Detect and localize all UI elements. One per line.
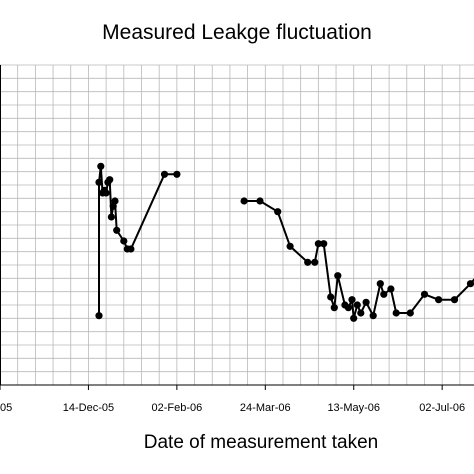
data-point [160, 170, 169, 178]
x-tick-label: 24-Mar-06 [240, 402, 291, 414]
data-point [406, 309, 414, 317]
data-point [357, 309, 365, 317]
data-point [380, 290, 388, 298]
data-point [334, 272, 342, 280]
data-point [113, 226, 121, 234]
data-point [344, 304, 352, 312]
data-point [106, 176, 114, 184]
data-point [387, 285, 395, 293]
series-line [244, 200, 474, 319]
x-tick-label: 02-Feb-06 [151, 402, 202, 414]
data-point [327, 293, 335, 301]
data-point [304, 258, 312, 266]
data-point [376, 280, 384, 288]
data-point [240, 197, 248, 205]
data-point [392, 309, 400, 317]
gridlines [0, 64, 474, 386]
data-point [95, 312, 103, 320]
data-point [435, 296, 443, 304]
data-point [320, 240, 328, 248]
chart-title: Measured Leakge fluctuation [102, 21, 372, 44]
data-point [450, 296, 459, 304]
data-point [466, 280, 474, 288]
data-point [107, 213, 115, 221]
data-point [362, 298, 370, 306]
data-point [348, 296, 356, 304]
x-tick-label: 14-Dec-05 [63, 402, 114, 414]
data-point [274, 208, 282, 216]
data-point [102, 189, 110, 197]
data-point [330, 304, 338, 312]
x-tick-label: 02-Jul-06 [419, 402, 465, 414]
data-point [314, 240, 322, 248]
series-line [98, 166, 177, 316]
data-point [350, 314, 358, 322]
data-point [120, 237, 128, 245]
data-point [369, 312, 377, 320]
axes [0, 65, 474, 390]
x-tick-label: 13-May-06 [327, 402, 380, 414]
data-point [127, 245, 135, 253]
data-point [95, 178, 103, 186]
data-point [256, 197, 264, 205]
x-axis-label: Date of measurement taken [144, 432, 378, 453]
data-point [97, 162, 105, 170]
data-point [353, 301, 361, 309]
series-layer [95, 162, 474, 322]
data-point [286, 242, 294, 250]
x-tick-label: 05 [0, 402, 12, 414]
data-point [173, 170, 181, 178]
x-tick-labels: 05 14-Dec-05 02-Feb-06 24-Mar-06 13-May-06 02… [0, 402, 465, 414]
data-point [420, 290, 429, 298]
data-point [311, 258, 319, 266]
data-point [111, 197, 119, 205]
